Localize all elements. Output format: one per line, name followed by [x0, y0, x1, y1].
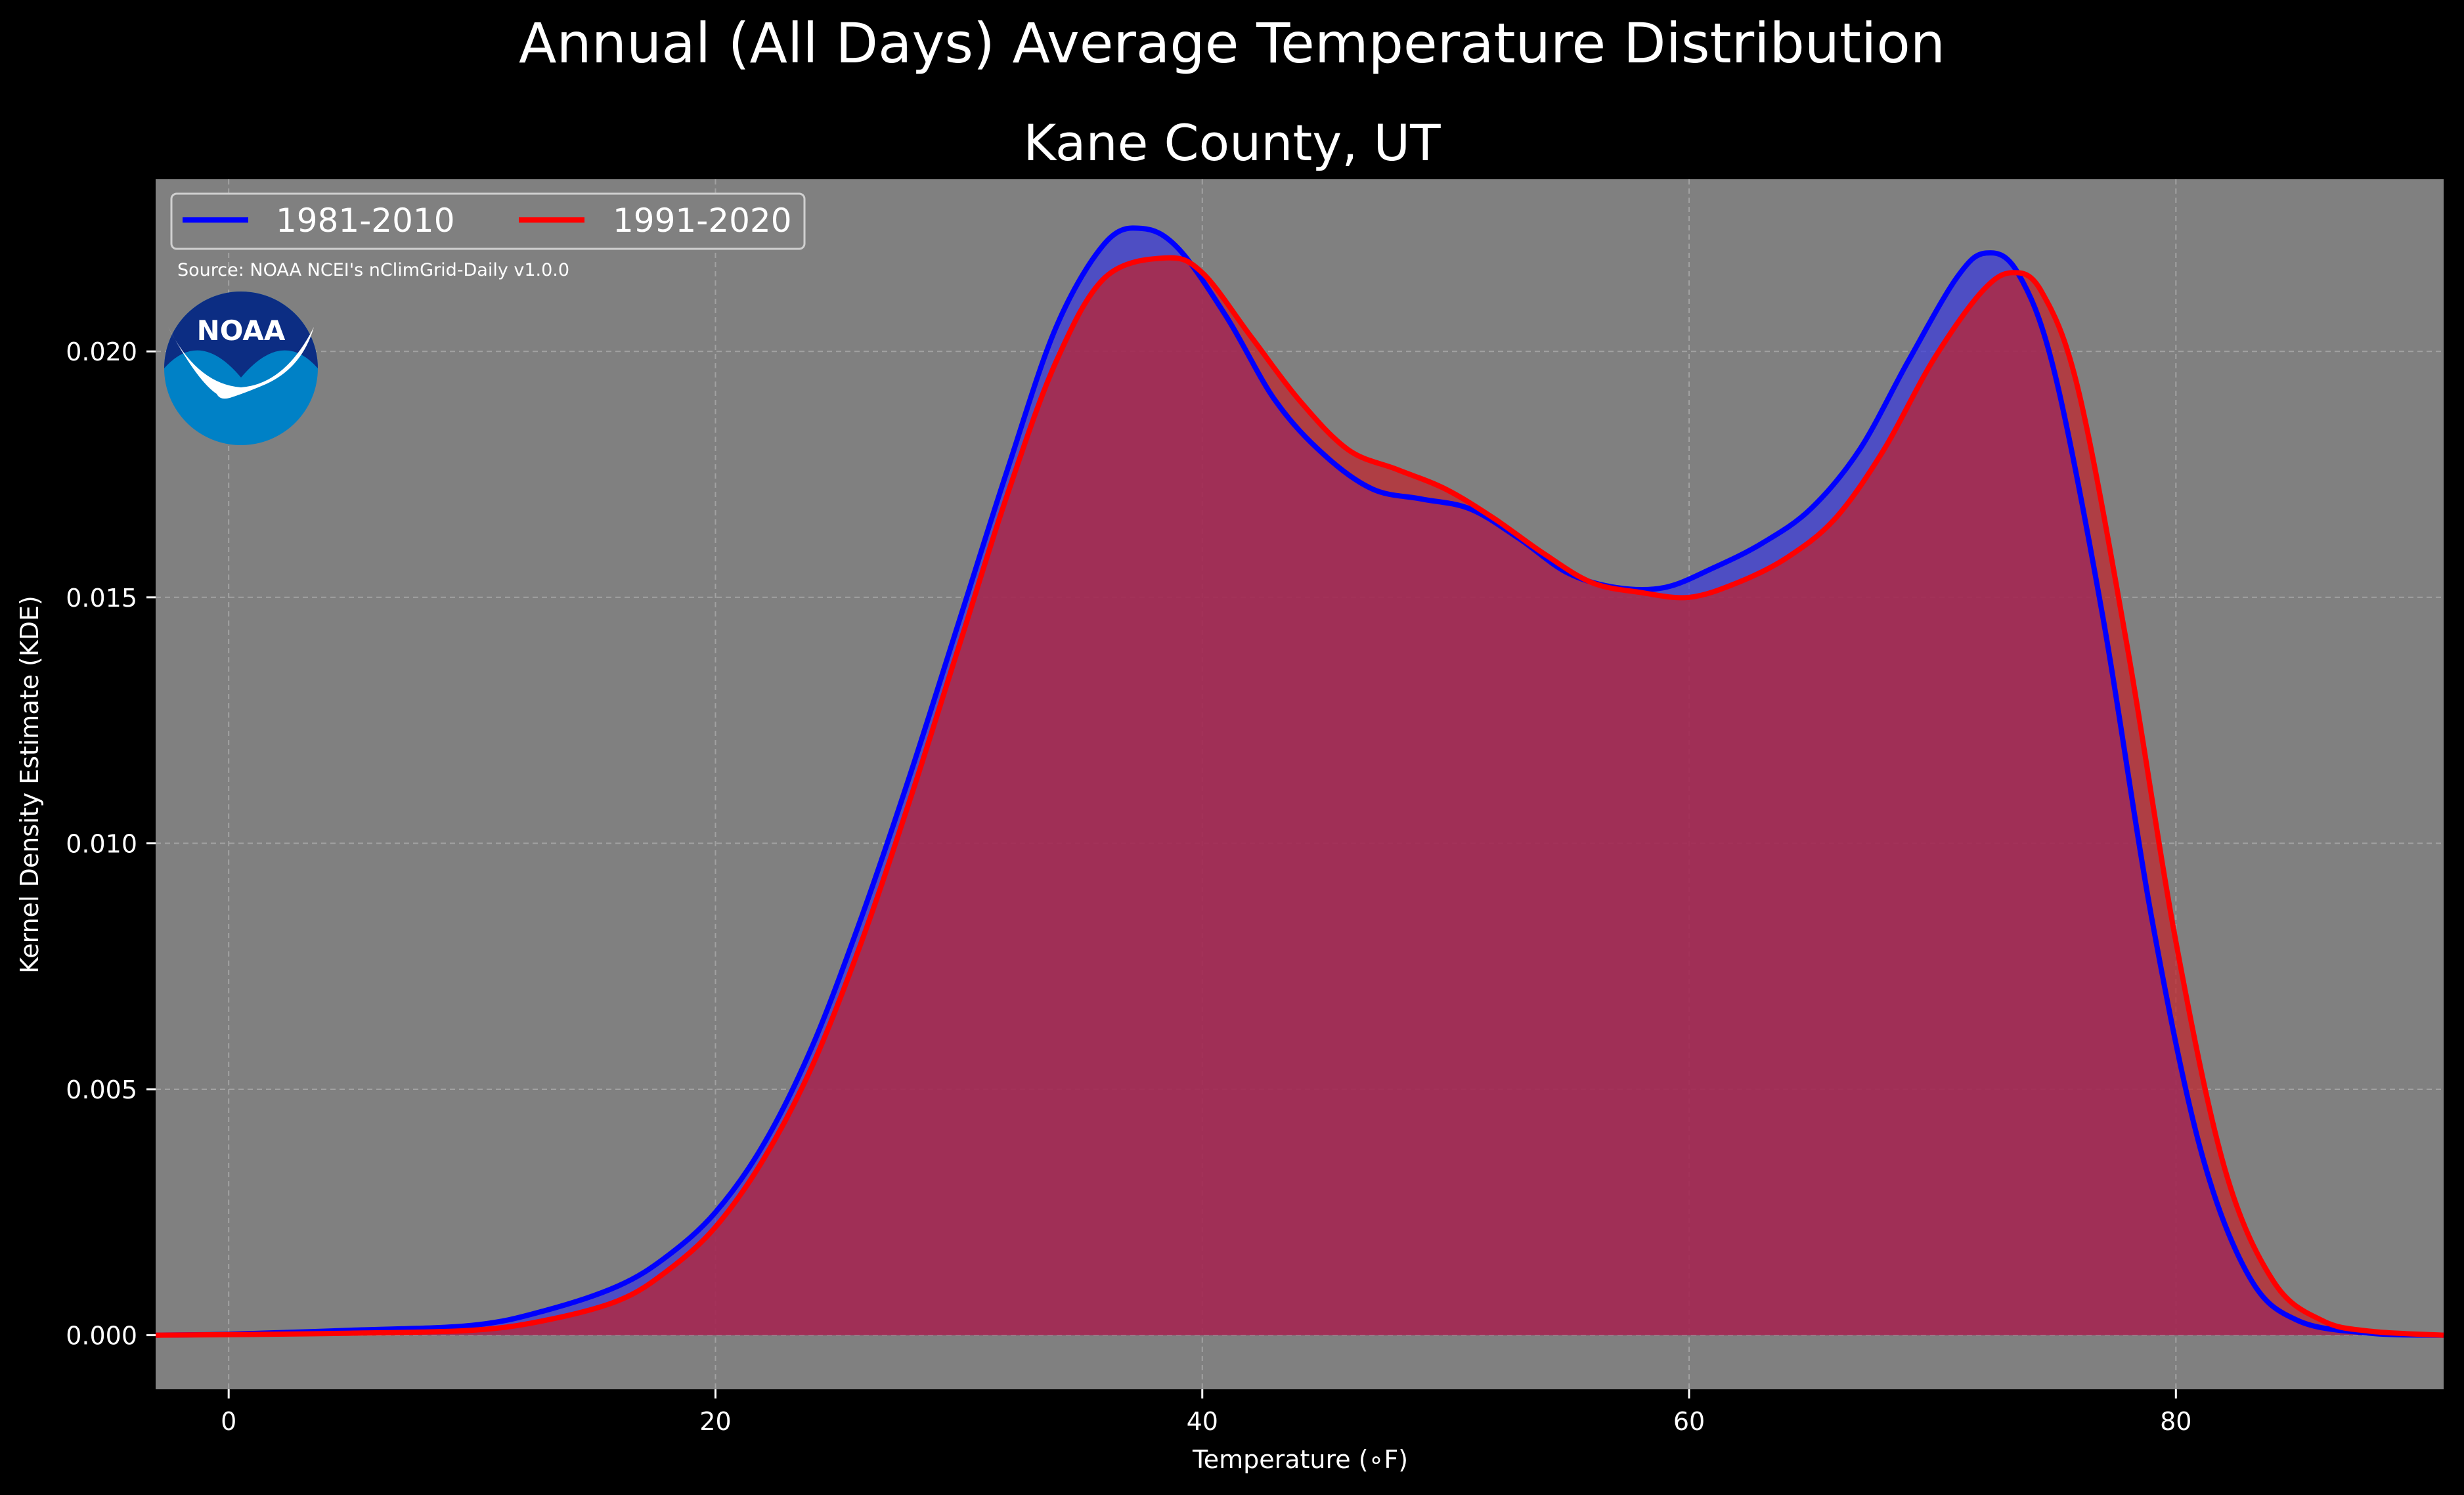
- legend-label-1981-2010: 1981-2010: [276, 202, 455, 240]
- y-axis-label: Kernel Density Estimate (KDE): [15, 596, 44, 974]
- y-tick-label: 0.000: [66, 1322, 137, 1351]
- legend-label-1991-2020: 1991-2020: [613, 202, 792, 240]
- series-fill-1991-2020: [156, 257, 2444, 1335]
- x-tick-label: 80: [2160, 1407, 2191, 1436]
- x-tick-label: 60: [1673, 1407, 1705, 1436]
- y-tick-label: 0.010: [66, 829, 137, 858]
- chart-subtitle: Kane County, UT: [1023, 114, 1441, 172]
- source-annotation: Source: NOAA NCEI's nClimGrid-Daily v1.0…: [177, 260, 569, 280]
- noaa-logo-top: [164, 292, 318, 378]
- x-tick-label: 20: [699, 1407, 731, 1436]
- y-tick-label: 0.005: [66, 1075, 137, 1104]
- x-axis-label: Temperature (∘F): [1192, 1445, 1408, 1474]
- x-tick-label: 40: [1187, 1407, 1218, 1436]
- x-tick-label: 0: [221, 1407, 236, 1436]
- noaa-logo-text: NOAA: [197, 314, 286, 347]
- series-line-1981-2010: [155, 225, 2444, 1338]
- series-fills: [156, 228, 2444, 1335]
- series-lines: [155, 225, 2444, 1338]
- noaa-logo-gull: [168, 327, 314, 399]
- series-line-1991-2020: [155, 255, 2444, 1338]
- chart-suptitle: Annual (All Days) Average Temperature Di…: [519, 11, 1945, 76]
- legend: 1981-2010 1991-2020: [170, 192, 806, 250]
- axis-ticks: 0 20 40 60 80 0.000 0.005 0.010 0.015 0.020: [66, 337, 2191, 1436]
- legend-box: [170, 192, 806, 250]
- noaa-logo: NOAA: [164, 292, 318, 445]
- y-tick-label: 0.015: [66, 584, 137, 613]
- y-tick-label: 0.020: [66, 337, 137, 366]
